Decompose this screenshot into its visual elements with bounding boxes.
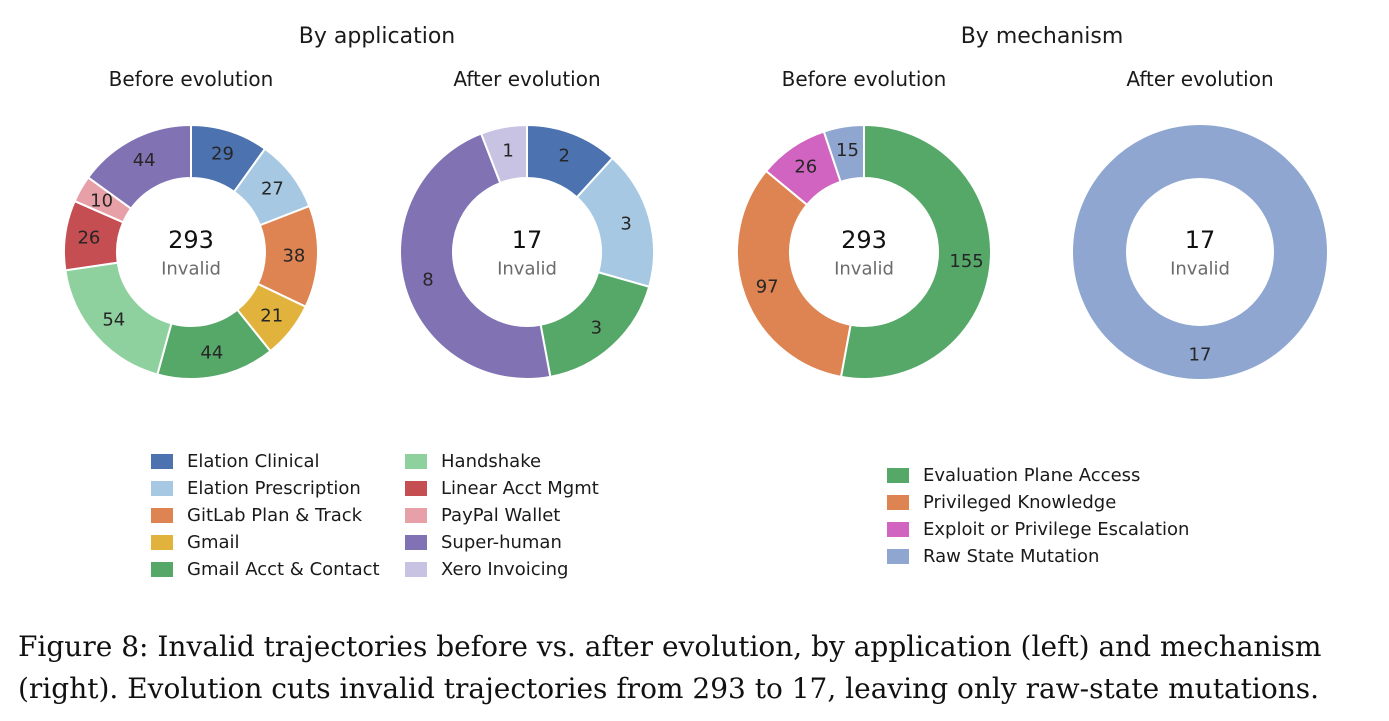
legend-column-1: Elation Clinical Elation Prescription Gi…: [151, 448, 405, 583]
legend-label: GitLab Plan & Track: [187, 505, 363, 526]
center-total: 17: [1185, 226, 1216, 254]
center-label: Invalid: [834, 259, 894, 280]
legend-swatch: [151, 481, 173, 496]
donut-chart-mech-after: 17 17 Invalid: [1073, 125, 1327, 379]
legend-swatch: [151, 454, 173, 469]
slice-value-label: 155: [949, 251, 983, 272]
slice-value-label: 54: [102, 310, 125, 331]
legend-swatch: [151, 562, 173, 577]
legend-item: Xero Invoicing: [405, 556, 599, 583]
legend-item: Gmail: [151, 529, 405, 556]
legend-label: Elation Clinical: [187, 451, 320, 472]
legend-item: Privileged Knowledge: [887, 489, 1189, 516]
legend-label: Elation Prescription: [187, 478, 361, 499]
slice-value-label: 15: [836, 140, 859, 161]
legend-swatch: [887, 495, 909, 510]
slice-value-label: 1: [502, 140, 513, 161]
legend-mechanism: Evaluation Plane Access Privileged Knowl…: [887, 462, 1189, 570]
legend-swatch: [151, 508, 173, 523]
slice-value-label: 2: [558, 145, 569, 166]
legend-item: GitLab Plan & Track: [151, 502, 405, 529]
caption-line-2: (right). Evolution cuts invalid trajecto…: [18, 672, 1320, 705]
legend-item: Elation Prescription: [151, 475, 405, 502]
donut-chart-mech-before: 155 97 26 15 293 Invalid: [736, 123, 992, 380]
legend-swatch: [405, 481, 427, 496]
legend-label: Privileged Knowledge: [923, 492, 1117, 513]
legend-item: Handshake: [405, 448, 599, 475]
legend-item: Elation Clinical: [151, 448, 405, 475]
legend-label: Xero Invoicing: [441, 559, 569, 580]
slice-value-label: 27: [261, 178, 284, 199]
group-title-application: By application: [298, 24, 456, 49]
chart-title-mech-after: After evolution: [1126, 67, 1274, 91]
group-title-mechanism: By mechanism: [960, 24, 1124, 49]
legend-label: Handshake: [441, 451, 542, 472]
slice-super-human: [399, 132, 552, 380]
caption-line-1: Figure 8: Invalid trajectories before vs…: [18, 630, 1322, 663]
legend-swatch: [151, 535, 173, 550]
slice-value-label: 26: [77, 228, 100, 249]
slice-value-label: 21: [260, 305, 283, 326]
legend-item: Raw State Mutation: [887, 543, 1189, 570]
legend-label: Gmail Acct & Contact: [187, 559, 380, 580]
legend-swatch: [405, 535, 427, 550]
legend-label: Linear Acct Mgmt: [441, 478, 599, 499]
slice-raw-state-mutation: [822, 123, 865, 184]
figure-caption: Figure 8: Invalid trajectories before vs…: [18, 626, 1378, 710]
legend-label: Exploit or Privilege Escalation: [923, 519, 1190, 540]
legend-swatch: [887, 522, 909, 537]
slice-evaluation-plane-access: [839, 123, 992, 380]
chart-title-app-before: Before evolution: [108, 67, 274, 91]
legend-item: PayPal Wallet: [405, 502, 599, 529]
slice-value-label: 8: [422, 270, 433, 291]
slice-privileged-knowledge: [736, 169, 852, 379]
legend-label: Gmail: [187, 532, 240, 553]
legend-application: Elation Clinical Elation Prescription Gi…: [151, 448, 599, 583]
legend-item: Evaluation Plane Access: [887, 462, 1189, 489]
legend-label: Raw State Mutation: [923, 546, 1100, 567]
legend-item: Exploit or Privilege Escalation: [887, 516, 1189, 543]
legend-label: Evaluation Plane Access: [923, 465, 1141, 486]
slice-value-label: 3: [591, 318, 602, 339]
legend-swatch: [887, 549, 909, 564]
slice-super-human: [86, 123, 192, 210]
slice-xero-invoicing: [479, 123, 528, 185]
legend-swatch: [405, 562, 427, 577]
center-label: Invalid: [497, 259, 557, 280]
slice-value-label: 38: [282, 245, 305, 266]
slice-value-label: 26: [794, 157, 817, 178]
center-total: 293: [841, 226, 887, 254]
slice-raw-state-mutation: [1073, 125, 1327, 379]
slice-value-label: 97: [756, 277, 779, 298]
donut-chart-app-before: 29 27 38 21 44 54 26 10 44 293 Invalid: [63, 123, 319, 380]
legend-swatch: [405, 508, 427, 523]
legend-item: Super-human: [405, 529, 599, 556]
slice-value-label: 17: [1189, 345, 1212, 366]
chart-title-mech-before: Before evolution: [781, 67, 947, 91]
legend-item: Gmail Acct & Contact: [151, 556, 405, 583]
slice-value-label: 44: [200, 342, 223, 363]
legend-item: Linear Acct Mgmt: [405, 475, 599, 502]
legend-swatch: [887, 468, 909, 483]
legend-label: PayPal Wallet: [441, 505, 561, 526]
slice-value-label: 3: [620, 213, 631, 234]
center-label: Invalid: [161, 259, 221, 280]
legend-column-2: Handshake Linear Acct Mgmt PayPal Wallet…: [405, 448, 599, 583]
chart-title-app-after: After evolution: [453, 67, 601, 91]
legend-label: Super-human: [441, 532, 562, 553]
donut-chart-app-after: 2 3 3 8 1 17 Invalid: [399, 123, 655, 380]
legend-swatch: [405, 454, 427, 469]
slice-value-label: 44: [133, 150, 156, 171]
center-total: 17: [512, 226, 543, 254]
center-label: Invalid: [1170, 259, 1230, 280]
center-total: 293: [168, 226, 214, 254]
slice-value-label: 10: [90, 190, 113, 211]
slice-value-label: 29: [211, 143, 234, 164]
